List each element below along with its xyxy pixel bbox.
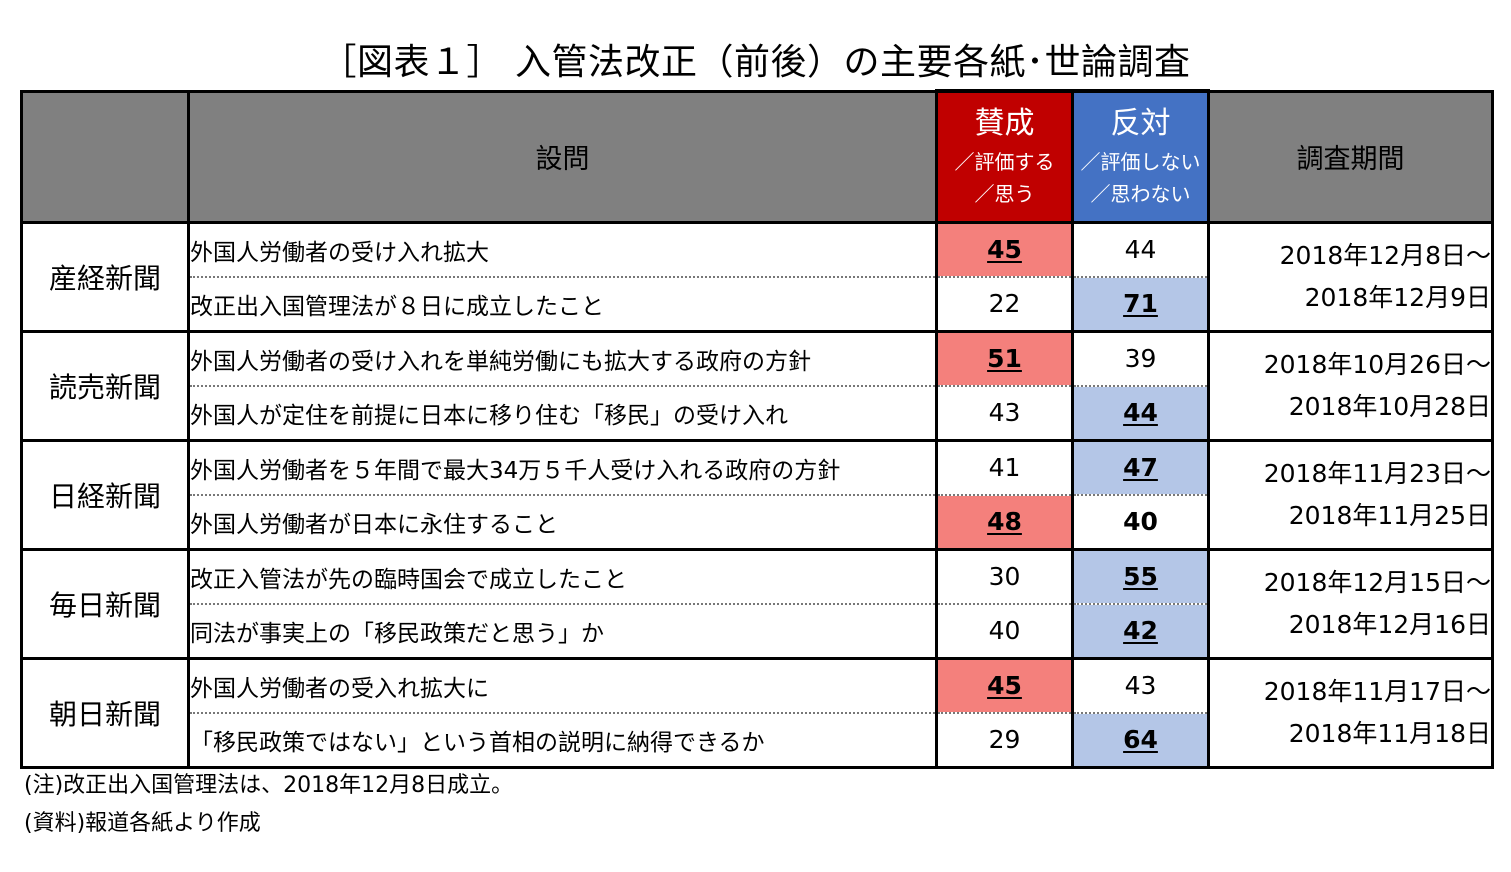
- yes-value-text: 48: [987, 507, 1022, 536]
- table-row: 朝日新聞 外国人労働者の受入れ拡大に 45 43 2018年11月17日～ 2018年11…: [20, 656, 1494, 769]
- no-value: 71: [1071, 276, 1210, 333]
- header-question: 設問: [187, 89, 938, 224]
- no-value-text: 44: [1124, 235, 1157, 264]
- question-cell: 改正入管法が先の臨時国会で成立したこと: [187, 547, 938, 605]
- yes-value-text: 43: [988, 398, 1021, 427]
- question-cell: 外国人労働者を５年間で最大34万５千人受け入れる政府の方針: [187, 438, 938, 496]
- no-value: 43: [1071, 656, 1210, 714]
- poll-table: 設問 賛成 ／評価する ／思う 反対 ／評価しない ／思わない 調査期間 産経新…: [20, 89, 1494, 769]
- period-end: 2018年10月28日: [1288, 391, 1491, 421]
- newspaper-name: 産経新聞: [20, 220, 190, 333]
- header-no-main: 反対: [1110, 105, 1171, 141]
- no-value-text: 40: [1123, 507, 1158, 536]
- no-value: 55: [1071, 547, 1210, 605]
- no-value-text: 55: [1123, 562, 1158, 591]
- no-value-text: 71: [1123, 289, 1158, 318]
- header-no-sub2: ／思わない: [1090, 181, 1191, 206]
- no-value-text: 39: [1124, 344, 1157, 373]
- period-start: 2018年10月26日～: [1263, 349, 1491, 379]
- no-value: 47: [1071, 438, 1210, 496]
- no-value-text: 47: [1123, 453, 1158, 482]
- yes-value-text: 40: [988, 616, 1021, 645]
- no-value-text: 44: [1123, 398, 1158, 427]
- header-yes-sub2: ／思う: [974, 181, 1035, 206]
- table-row: 同法が事実上の「移民政策だと思う」か 40 42: [22, 603, 1493, 660]
- newspaper-name: 日経新聞: [20, 438, 190, 551]
- no-value: 42: [1071, 603, 1210, 660]
- yes-value: 29: [935, 712, 1074, 769]
- table-row: 読売新聞 外国人労働者の受け入れを単純労働にも拡大する政府の方針 51 39 2018年…: [20, 329, 1494, 442]
- yes-value-text: 22: [988, 289, 1021, 318]
- yes-value: 30: [935, 547, 1074, 605]
- question-cell: 外国人労働者の受け入れ拡大: [187, 220, 938, 278]
- period-start: 2018年11月23日～: [1263, 458, 1491, 488]
- header-period: 調査期間: [1207, 89, 1494, 224]
- header-blank: [20, 89, 190, 224]
- survey-period: 2018年11月17日～ 2018年11月18日: [1207, 656, 1494, 769]
- header-no-sub1: ／評価しない: [1080, 149, 1201, 174]
- yes-value: 41: [935, 438, 1074, 496]
- no-value-text: 42: [1123, 616, 1158, 645]
- header-yes-main: 賛成: [974, 105, 1035, 141]
- survey-period: 2018年11月23日～ 2018年11月25日: [1207, 438, 1494, 551]
- table-row: 外国人労働者が日本に永住すること 48 40: [22, 494, 1493, 551]
- no-value: 40: [1071, 494, 1210, 551]
- table-row: 日経新聞 外国人労働者を５年間で最大34万５千人受け入れる政府の方針 41 47 201…: [20, 438, 1494, 551]
- period-start: 2018年11月17日～: [1263, 676, 1491, 706]
- question-cell: 同法が事実上の「移民政策だと思う」か: [187, 603, 938, 660]
- yes-value: 45: [935, 220, 1074, 278]
- question-cell: 外国人労働者が日本に永住すること: [187, 494, 938, 551]
- question-cell: 外国人が定住を前提に日本に移り住む「移民」の受け入れ: [187, 385, 938, 442]
- yes-value: 40: [935, 603, 1074, 660]
- yes-value: 43: [935, 385, 1074, 442]
- header-no: 反対 ／評価しない ／思わない: [1071, 89, 1210, 224]
- yes-value-text: 29: [988, 725, 1021, 754]
- yes-value: 48: [935, 494, 1074, 551]
- survey-period: 2018年12月8日～ 2018年12月9日: [1207, 220, 1494, 333]
- header-yes-sub1: ／評価する: [954, 149, 1055, 174]
- survey-period: 2018年12月15日～ 2018年12月16日: [1207, 547, 1494, 660]
- yes-value-text: 45: [987, 671, 1022, 700]
- yes-value-text: 51: [987, 344, 1022, 373]
- question-cell: 外国人労働者の受入れ拡大に: [187, 656, 938, 714]
- table-row: 「移民政策ではない」という首相の説明に納得できるか 29 64: [22, 712, 1493, 769]
- period-start: 2018年12月15日～: [1263, 567, 1491, 597]
- poll-body: 産経新聞 外国人労働者の受け入れ拡大 45 44 2018年12月8日～ 2018年12月…: [20, 220, 1494, 769]
- period-start: 2018年12月8日～: [1279, 240, 1491, 270]
- table-row: 改正出入国管理法が８日に成立したこと 22 71: [22, 276, 1493, 333]
- table-row: 外国人が定住を前提に日本に移り住む「移民」の受け入れ 43 44: [22, 385, 1493, 442]
- period-end: 2018年11月25日: [1288, 500, 1491, 530]
- newspaper-name: 朝日新聞: [20, 656, 190, 769]
- question-cell: 「移民政策ではない」という首相の説明に納得できるか: [187, 712, 938, 769]
- yes-value-text: 45: [987, 235, 1022, 264]
- table-row: 産経新聞 外国人労働者の受け入れ拡大 45 44 2018年12月8日～ 2018年12月…: [20, 220, 1494, 333]
- header-yes: 賛成 ／評価する ／思う: [935, 89, 1074, 224]
- yes-value: 22: [935, 276, 1074, 333]
- period-end: 2018年12月16日: [1288, 609, 1491, 639]
- source-text: (資料)報道各紙より作成: [24, 811, 261, 836]
- newspaper-name: 毎日新聞: [20, 547, 190, 660]
- period-end: 2018年12月9日: [1304, 282, 1491, 312]
- no-value: 64: [1071, 712, 1210, 769]
- question-cell: 改正出入国管理法が８日に成立したこと: [187, 276, 938, 333]
- period-end: 2018年11月18日: [1288, 718, 1491, 748]
- no-value: 44: [1071, 385, 1210, 442]
- note-text: (注)改正出入国管理法は、2018年12月8日成立。: [24, 773, 514, 798]
- yes-value: 51: [935, 329, 1074, 387]
- yes-value: 45: [935, 656, 1074, 714]
- yes-value-text: 41: [988, 453, 1021, 482]
- newspaper-name: 読売新聞: [20, 329, 190, 442]
- question-cell: 外国人労働者の受け入れを単純労働にも拡大する政府の方針: [187, 329, 938, 387]
- yes-value-text: 30: [988, 562, 1021, 591]
- chart-title: ［図表１］ 入管法改正（前後）の主要各紙･世論調査: [320, 42, 1191, 83]
- header-row: 設問 賛成 ／評価する ／思う 反対 ／評価しない ／思わない 調査期間: [20, 89, 1494, 224]
- no-value: 44: [1071, 220, 1210, 278]
- table-row: 毎日新聞 改正入管法が先の臨時国会で成立したこと 30 55 2018年12月15日～ 2…: [20, 547, 1494, 660]
- no-value-text: 64: [1123, 725, 1158, 754]
- survey-period: 2018年10月26日～ 2018年10月28日: [1207, 329, 1494, 442]
- no-value-text: 43: [1124, 671, 1157, 700]
- no-value: 39: [1071, 329, 1210, 387]
